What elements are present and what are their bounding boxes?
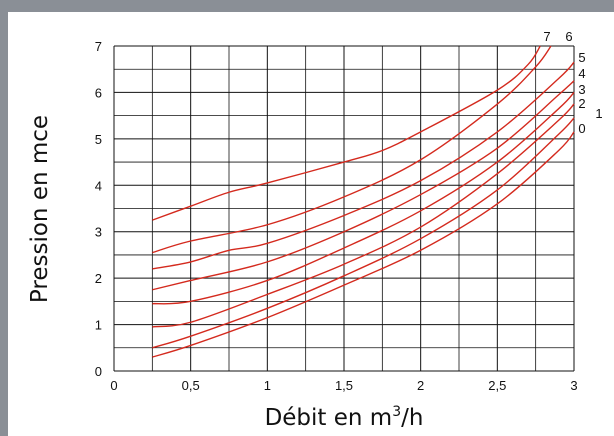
y-tick-label: 3	[95, 225, 102, 240]
x-axis-title-main: Débit en m	[265, 405, 393, 431]
series-label-5: 5	[578, 50, 585, 65]
series-label-3: 3	[578, 82, 585, 97]
series-label-1: 1	[595, 106, 602, 121]
x-tick-label: 1	[264, 378, 271, 393]
series-line-6	[152, 45, 552, 254]
series-label-0: 0	[578, 121, 585, 136]
x-axis-title: Débit en m3/h	[265, 404, 424, 431]
y-tick-label: 0	[95, 364, 102, 379]
x-tick-label: 1,5	[335, 378, 353, 393]
x-tick-label: 0	[110, 378, 117, 393]
x-axis-title-suffix: /h	[401, 405, 423, 431]
x-tick-label: 2	[417, 378, 424, 393]
series-line-4	[152, 80, 575, 291]
x-tick-labels: 0 0,5 1 1,5 2 2,5 3	[110, 378, 577, 393]
x-axis-title-superscript: 3	[392, 404, 401, 420]
series-line-0	[152, 131, 575, 358]
y-tick-label: 4	[95, 178, 102, 193]
series-line-7	[152, 45, 541, 221]
y-tick-label: 7	[95, 39, 102, 54]
chart-panel	[8, 12, 614, 436]
y-tick-label: 2	[95, 271, 102, 286]
series-lines	[152, 45, 575, 358]
x-tick-label: 2,5	[488, 378, 506, 393]
x-tick-label: 0,5	[182, 378, 200, 393]
series-line-5	[152, 61, 575, 270]
y-axis-title: Pression en mce	[27, 115, 53, 303]
series-label-6: 6	[565, 29, 572, 44]
series-line-3	[152, 91, 575, 305]
series-label-2: 2	[578, 96, 585, 111]
series-line-1	[152, 117, 575, 349]
series-label-7: 7	[543, 29, 550, 44]
y-tick-labels: 0 1 2 3 4 5 6 7	[95, 39, 102, 379]
y-tick-label: 5	[95, 132, 102, 147]
x-tick-label: 3	[570, 378, 577, 393]
series-label-4: 4	[578, 66, 585, 81]
y-tick-label: 1	[95, 318, 102, 333]
series-line-2	[152, 103, 575, 328]
y-tick-label: 6	[95, 85, 102, 100]
